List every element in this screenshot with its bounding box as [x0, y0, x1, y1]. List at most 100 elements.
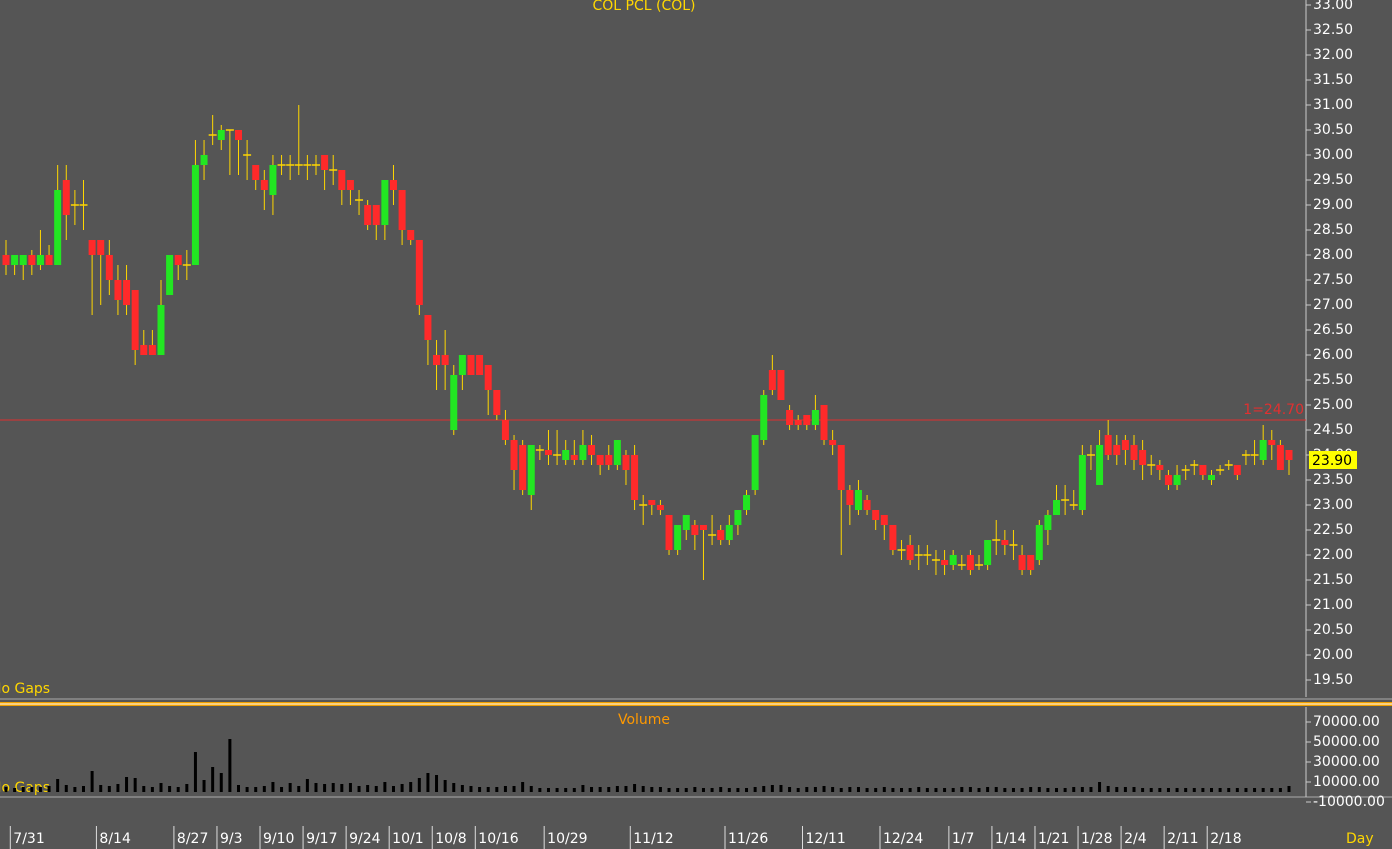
candle-body [174, 255, 182, 265]
candle-body [1001, 540, 1009, 545]
volume-bar [56, 779, 60, 792]
candle-body [346, 180, 354, 190]
candle-body [1053, 500, 1061, 515]
x-tick-label: 9/3 [220, 831, 243, 847]
y-tick-label: 27.00 [1313, 297, 1353, 313]
last-price-label: 23.90 [1312, 453, 1352, 469]
y-tick-label: 21.50 [1313, 572, 1353, 588]
reference-label: 1=24.70 [1243, 402, 1304, 418]
volume-bar [650, 787, 654, 792]
y-tick-label: 23.50 [1313, 472, 1353, 488]
candle-body [484, 365, 492, 390]
candle-body [579, 445, 587, 460]
candle-body [570, 455, 578, 460]
volume-bar [228, 739, 232, 792]
volume-bar [762, 786, 766, 792]
volume-bar [211, 767, 215, 792]
y-tick-label: 20.00 [1313, 647, 1353, 663]
x-tick-label: 9/24 [349, 831, 381, 847]
candle-body [1285, 450, 1293, 460]
candle-body [699, 525, 707, 530]
volume-bar [193, 752, 197, 792]
volume-bar [1072, 787, 1076, 792]
volume-bar [986, 787, 990, 792]
volume-bar [219, 773, 223, 792]
candle-body [820, 405, 828, 440]
volume-bar [280, 787, 284, 792]
x-tick-label: 10/8 [435, 831, 466, 847]
volume-bar [426, 773, 430, 792]
volume-bar [469, 786, 473, 792]
volume-bar [435, 775, 439, 792]
candle-body [200, 155, 208, 165]
candle-body [1104, 435, 1112, 455]
volume-bar [288, 783, 292, 792]
volume-bar [1287, 786, 1291, 792]
y-tick-label: 30.00 [1313, 147, 1353, 163]
candle-body [1276, 445, 1284, 470]
volume-bar [684, 788, 688, 792]
candle-body [631, 455, 639, 500]
candle-body [674, 525, 682, 550]
candle-body [1259, 440, 1267, 460]
candle-body [1173, 475, 1181, 485]
volume-bar [831, 787, 835, 792]
volume-bar [348, 783, 352, 792]
volume-bar [641, 786, 645, 792]
volume-bar [323, 784, 327, 792]
volume-bar [99, 785, 103, 792]
volume-bar [331, 783, 335, 792]
volume-bar [1218, 788, 1222, 792]
candle-body [889, 525, 897, 550]
candle-body [398, 190, 406, 230]
volume-bar [1253, 788, 1257, 792]
candle-body [734, 510, 742, 525]
candle-body [829, 440, 837, 445]
candle-body [1113, 445, 1121, 455]
candle-body [622, 455, 630, 470]
volume-bar [667, 788, 671, 792]
volume-bar [116, 784, 120, 792]
volume-bar [271, 782, 275, 792]
candle-body [467, 355, 475, 375]
volume-bar [21, 787, 25, 792]
volume-bar [900, 788, 904, 792]
candle-body [613, 440, 621, 465]
volume-bar [245, 787, 249, 792]
candle-body [364, 205, 372, 225]
volume-bar [236, 785, 240, 792]
volume-bar [460, 785, 464, 792]
volume-bar [1201, 788, 1205, 792]
volume-bar [624, 786, 628, 792]
volume-bar [357, 786, 361, 792]
y-tick-label: 25.00 [1313, 397, 1353, 413]
candle-body [1199, 465, 1207, 475]
volume-bar [555, 788, 559, 792]
y-tick-label: 22.50 [1313, 522, 1353, 538]
volume-bar [1037, 787, 1041, 792]
volume-bar [159, 783, 163, 792]
candle-body [786, 410, 794, 425]
volume-bar [960, 787, 964, 792]
volume-bar [633, 784, 637, 792]
volume-bar [822, 786, 826, 792]
candle-body [717, 530, 725, 540]
volume-bar [13, 788, 17, 792]
x-tick-label: 10/1 [392, 831, 423, 847]
candle-body [656, 505, 664, 510]
candle-body [407, 230, 415, 240]
volume-bar [400, 784, 404, 792]
candle-body [682, 515, 690, 530]
y-tick-label: 31.00 [1313, 97, 1353, 113]
x-tick-label: 2/18 [1210, 831, 1241, 847]
volume-bar [1115, 787, 1119, 792]
volume-bar [676, 788, 680, 792]
y-tick-label: -10000.00 [1313, 794, 1385, 810]
candle-body [217, 130, 225, 140]
y-tick-label: 22.00 [1313, 547, 1353, 563]
y-tick-label: 23.00 [1313, 497, 1353, 513]
volume-bar [848, 787, 852, 792]
y-tick-label: 20.50 [1313, 622, 1353, 638]
candle-body [1233, 465, 1241, 475]
